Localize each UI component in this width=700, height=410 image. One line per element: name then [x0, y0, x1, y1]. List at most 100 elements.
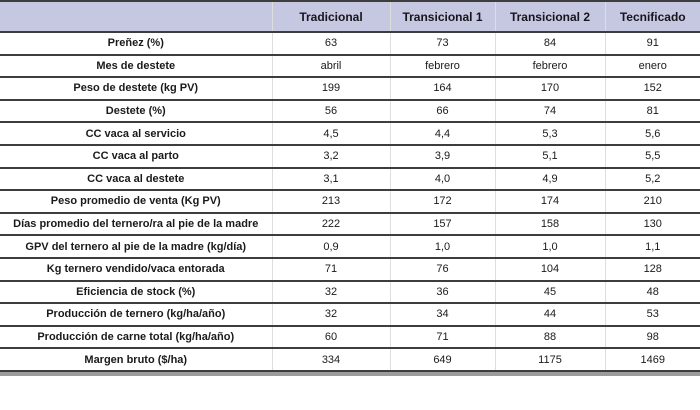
table-row: Eficiencia de stock (%) 32 36 45 48 — [0, 280, 700, 305]
table-row: Días promedio del ternero/ra al pie de l… — [0, 212, 700, 237]
cell-value: 71 — [389, 325, 495, 350]
header-cell-tradicional: Tradicional — [271, 1, 390, 33]
cell-value: 84 — [494, 32, 605, 56]
cell-value: 213 — [271, 190, 390, 214]
cell-value: 128 — [604, 257, 700, 282]
cell-value: 88 — [494, 325, 605, 350]
cell-value: 130 — [604, 212, 700, 237]
table-row: Producción de carne total (kg/ha/año) 60 7… — [0, 325, 700, 350]
table-row: Peso promedio de venta (Kg PV) 213 172 174 2… — [0, 190, 700, 214]
cell-value: 34 — [389, 303, 495, 327]
cell-value: febrero — [494, 54, 605, 79]
cell-value: 5,2 — [604, 167, 700, 192]
cell-value: 32 — [271, 303, 390, 327]
table-row: Mes de destete abril febrero febrero enero — [0, 54, 700, 79]
row-label: Peso promedio de venta (Kg PV) — [0, 190, 272, 214]
cell-value: 152 — [604, 77, 700, 101]
cell-value: 45 — [494, 280, 605, 305]
cell-value: 0,9 — [271, 235, 390, 259]
cell-value: 4,9 — [494, 167, 605, 192]
table-row: Producción de ternero (kg/ha/año) 32 34 44 5… — [0, 303, 700, 327]
table-row: Preñez (%) 63 73 84 91 — [0, 32, 700, 56]
cell-value: 3,2 — [271, 144, 390, 169]
cell-value: 210 — [604, 190, 700, 214]
table-row: GPV del ternero al pie de la madre (kg/d… — [0, 235, 700, 259]
row-label: CC vaca al servicio — [0, 122, 272, 146]
cell-value: 1175 — [494, 348, 605, 372]
cell-value: 158 — [494, 212, 605, 237]
cell-value: 1469 — [604, 348, 700, 372]
row-label: Producción de ternero (kg/ha/año) — [0, 303, 272, 327]
row-label: Mes de destete — [0, 54, 272, 79]
cell-value: enero — [604, 54, 700, 79]
cell-value: 5,5 — [604, 144, 700, 169]
row-label: CC vaca al destete — [0, 167, 272, 192]
row-label: Días promedio del ternero/ra al pie de l… — [0, 212, 272, 237]
cell-value: 53 — [604, 303, 700, 327]
cell-value: 649 — [389, 348, 495, 372]
cell-value: 73 — [389, 32, 495, 56]
cell-value: 104 — [494, 257, 605, 282]
cell-value: abril — [271, 54, 390, 79]
cell-value: 48 — [604, 280, 700, 305]
table-row: CC vaca al parto 3,2 3,9 5,1 5,5 — [0, 144, 700, 169]
row-label: Eficiencia de stock (%) — [0, 280, 272, 305]
cell-value: 3,1 — [271, 167, 390, 192]
cell-value: 170 — [494, 77, 605, 101]
cell-value: 3,9 — [389, 144, 495, 169]
cell-value: 334 — [271, 348, 390, 372]
cell-value: 32 — [271, 280, 390, 305]
row-label: Kg ternero vendido/vaca entorada — [0, 257, 272, 282]
cell-value: febrero — [389, 54, 495, 79]
cell-value: 4,4 — [389, 122, 495, 146]
row-label: Preñez (%) — [0, 32, 272, 56]
cell-value: 1,0 — [494, 235, 605, 259]
table-row: Kg ternero vendido/vaca entorada 71 76 104 1… — [0, 257, 700, 282]
table-row: Margen bruto ($/ha) 334 649 1175 1469 — [0, 348, 700, 372]
cell-value: 5,1 — [494, 144, 605, 169]
row-label: Producción de carne total (kg/ha/año) — [0, 325, 272, 350]
row-label: Margen bruto ($/ha) — [0, 348, 272, 372]
cell-value: 36 — [389, 280, 495, 305]
cell-value: 60 — [271, 325, 390, 350]
cell-value: 5,3 — [494, 122, 605, 146]
header-row: Tradicional Transicional 1 Transicional … — [0, 1, 700, 33]
cell-value: 157 — [389, 212, 495, 237]
cell-value: 172 — [389, 190, 495, 214]
header-cell-transicional-1: Transicional 1 — [389, 1, 495, 33]
cell-value: 63 — [271, 32, 390, 56]
cell-value: 98 — [604, 325, 700, 350]
cell-value: 1,0 — [389, 235, 495, 259]
header-cell-tecnificado: Tecnificado — [604, 1, 700, 33]
cell-value: 56 — [271, 99, 390, 124]
cell-value: 81 — [604, 99, 700, 124]
cell-value: 74 — [494, 99, 605, 124]
row-label: Destete (%) — [0, 99, 272, 124]
cell-value: 5,6 — [604, 122, 700, 146]
table-row: Destete (%) 56 66 74 81 — [0, 99, 700, 124]
cell-value: 222 — [271, 212, 390, 237]
cell-value: 44 — [494, 303, 605, 327]
row-label: GPV del ternero al pie de la madre (kg/d… — [0, 235, 272, 259]
cell-value: 1,1 — [604, 235, 700, 259]
row-label: CC vaca al parto — [0, 144, 272, 169]
row-label: Peso de destete (kg PV) — [0, 77, 272, 101]
table-body: Preñez (%) 63 73 84 91 Mes de destete abril feb… — [0, 32, 700, 372]
cell-value: 4,5 — [271, 122, 390, 146]
table-row: Peso de destete (kg PV) 199 164 170 152 — [0, 77, 700, 101]
table-row: CC vaca al destete 3,1 4,0 4,9 5,2 — [0, 167, 700, 192]
cell-value: 199 — [271, 77, 390, 101]
cell-value: 76 — [389, 257, 495, 282]
cell-value: 174 — [494, 190, 605, 214]
cell-value: 164 — [389, 77, 495, 101]
header-cell-empty — [0, 1, 272, 33]
table-header: Tradicional Transicional 1 Transicional … — [0, 1, 700, 33]
cell-value: 4,0 — [389, 167, 495, 192]
cell-value: 91 — [604, 32, 700, 56]
header-cell-transicional-2: Transicional 2 — [494, 1, 605, 33]
livestock-comparison-table: Tradicional Transicional 1 Transicional … — [0, 0, 700, 372]
table-row: CC vaca al servicio 4,5 4,4 5,3 5,6 — [0, 122, 700, 146]
cell-value: 66 — [389, 99, 495, 124]
cell-value: 71 — [271, 257, 390, 282]
